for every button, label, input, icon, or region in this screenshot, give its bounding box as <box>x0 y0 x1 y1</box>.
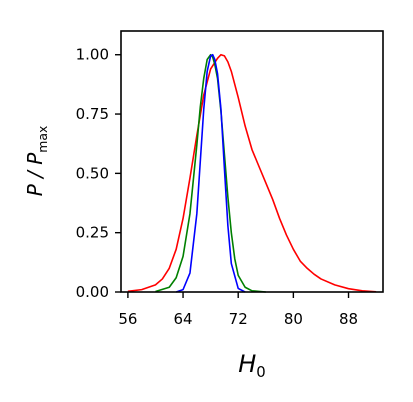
x-tick-label: 56 <box>118 310 137 328</box>
y-tick-label: 1.00 <box>76 46 109 64</box>
x-axis: 56 64 72 80 88 <box>118 292 358 328</box>
y-tick-label: 0.25 <box>76 224 109 242</box>
series-line-3 <box>175 53 246 293</box>
y-axis-title: P / Pmax <box>23 126 50 197</box>
x-tick-label: 88 <box>339 310 358 328</box>
y-tick-label: 0.00 <box>76 283 109 301</box>
x-tick-label: 80 <box>284 310 303 328</box>
y-tick-label: 0.75 <box>76 105 109 123</box>
x-tick-label: 64 <box>174 310 193 328</box>
x-axis-title: H0 <box>238 350 266 381</box>
plot-frame <box>120 30 384 293</box>
y-axis: 0.00 0.25 0.50 0.75 1.00 <box>76 46 121 301</box>
series-line-1 <box>127 53 377 293</box>
y-tick-label: 0.50 <box>76 164 109 182</box>
series-layer <box>127 53 377 293</box>
x-tick-label: 72 <box>229 310 248 328</box>
series-line-2 <box>155 53 266 293</box>
